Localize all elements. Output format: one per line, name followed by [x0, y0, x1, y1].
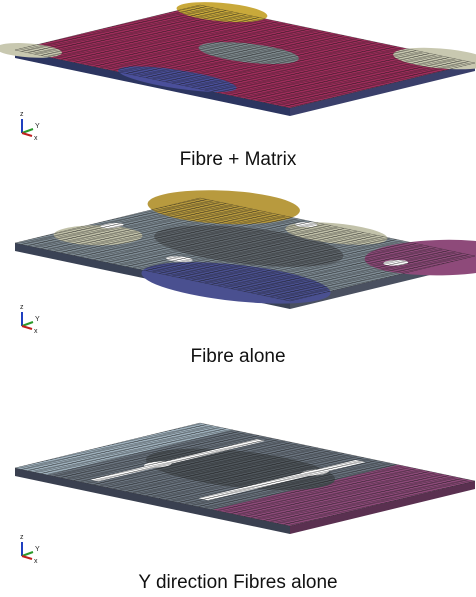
axis-y [22, 129, 33, 133]
axis-label: x [34, 558, 38, 565]
axis-y [22, 322, 33, 326]
plate [0, 183, 476, 317]
axis-triad: z Yx [20, 304, 40, 335]
axis-triad: z Yx [20, 111, 40, 142]
caption: Y direction Fibres alone [138, 572, 337, 593]
axis-x [22, 326, 32, 329]
axis-label: x [34, 328, 38, 335]
axis-x [22, 133, 32, 136]
panel-fibre [0, 183, 476, 317]
axis-y [22, 552, 33, 556]
panel-fibre-matrix [0, 0, 476, 116]
axis-label: Y [35, 316, 40, 323]
axis-label: Y [35, 123, 40, 130]
axis-label: z [20, 304, 24, 311]
axis-x [22, 556, 32, 559]
axis-triad: z Yx [20, 534, 40, 565]
axis-label: z [20, 534, 24, 541]
caption: Fibre alone [190, 346, 285, 367]
panel-y-fibres [15, 423, 475, 534]
axis-label: x [34, 135, 38, 142]
caption: Fibre + Matrix [180, 149, 297, 170]
plate [15, 423, 475, 526]
axis-label: Y [35, 546, 40, 553]
axis-label: z [20, 111, 24, 118]
plate [0, 0, 476, 114]
figure: Fibre + Matrix z Yx Fibre alone z Yx Y directi… [0, 0, 476, 597]
